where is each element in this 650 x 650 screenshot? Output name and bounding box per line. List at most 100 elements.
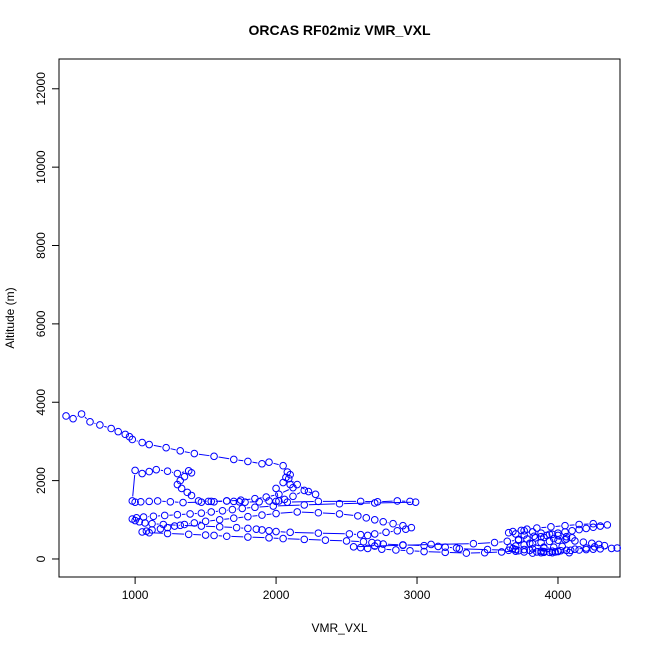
series-segment — [245, 498, 251, 501]
data-point — [575, 520, 583, 529]
data-point — [138, 528, 146, 536]
data-point — [190, 519, 199, 527]
data-point — [201, 517, 210, 526]
data-point — [204, 497, 213, 506]
data-point — [540, 547, 548, 556]
data-point — [177, 484, 186, 493]
data-point — [382, 528, 390, 537]
series-segment — [322, 532, 345, 535]
data-point — [62, 412, 70, 420]
series-segment — [294, 531, 314, 534]
data-point — [441, 548, 450, 557]
x-axis: 1000 2000 3000 4000 — [122, 577, 572, 602]
data-point — [265, 458, 273, 466]
data-point — [229, 455, 238, 464]
data-point — [613, 544, 621, 552]
data-point — [272, 509, 280, 518]
series-segment — [477, 542, 490, 544]
data-point — [377, 545, 386, 553]
data-point — [272, 527, 280, 536]
data-point — [427, 540, 435, 549]
data-point — [533, 524, 541, 532]
data-point — [356, 497, 365, 506]
data-point — [434, 542, 442, 551]
data-point — [180, 472, 189, 481]
y-tick-label: 6000 — [34, 310, 48, 337]
data-point — [342, 537, 351, 545]
data-point — [166, 497, 175, 506]
data-point — [162, 443, 170, 452]
data-point — [69, 414, 77, 423]
data-point — [540, 544, 548, 552]
data-point — [210, 531, 218, 540]
data-point — [314, 508, 323, 517]
y-tick-label: 12000 — [34, 72, 48, 106]
data-point — [128, 435, 137, 444]
data-point — [363, 544, 372, 553]
data-point — [370, 499, 379, 507]
series-segment — [252, 515, 258, 517]
data-point — [222, 532, 231, 541]
data-point — [393, 526, 402, 535]
data-point — [528, 539, 537, 548]
data-point — [197, 509, 206, 517]
series-segment — [344, 513, 354, 516]
data-point — [131, 466, 139, 475]
data-point — [406, 546, 414, 555]
data-point — [282, 473, 290, 482]
data-point — [228, 505, 237, 514]
data-point — [190, 449, 199, 458]
series-segment — [224, 518, 230, 520]
y-tick-label: 10000 — [34, 150, 48, 184]
series-segment — [132, 474, 136, 497]
data-point — [283, 498, 292, 506]
series-segment — [238, 516, 244, 519]
series-segment — [379, 501, 412, 504]
data-point — [107, 424, 115, 433]
data-point — [244, 457, 252, 466]
data-point — [197, 522, 206, 530]
data-point — [520, 541, 528, 549]
data-point — [173, 510, 182, 519]
data-point — [244, 524, 252, 533]
data-point — [589, 519, 598, 528]
data-point — [77, 410, 86, 418]
data-point — [141, 519, 149, 527]
data-point — [163, 467, 172, 476]
data-point — [407, 523, 416, 532]
data-point — [354, 512, 362, 520]
data-point — [279, 534, 287, 543]
series-segment — [292, 480, 294, 483]
data-point — [549, 543, 558, 552]
data-point — [304, 487, 313, 496]
data-point — [568, 534, 576, 542]
data-point — [252, 525, 261, 533]
data-point — [145, 528, 154, 537]
series-segment — [259, 505, 269, 508]
data-point — [238, 504, 247, 513]
data-point — [183, 488, 192, 497]
data-point — [258, 511, 266, 519]
data-point — [359, 537, 368, 546]
data-point — [370, 542, 379, 550]
data-point — [258, 459, 266, 468]
data-point — [571, 545, 579, 553]
data-point — [237, 496, 245, 505]
data-point — [138, 438, 146, 447]
data-point — [469, 539, 478, 548]
data-point — [131, 498, 139, 506]
data-point — [548, 530, 557, 539]
data-point — [379, 517, 387, 526]
data-point — [300, 535, 309, 544]
series-segment — [308, 503, 335, 506]
data-point — [393, 497, 402, 505]
data-point — [392, 546, 400, 554]
series-segment — [104, 425, 107, 428]
data-point — [145, 440, 154, 449]
data-point — [607, 544, 616, 553]
data-point — [300, 501, 309, 509]
data-point — [121, 430, 130, 439]
data-point — [562, 535, 571, 543]
data-point — [207, 508, 216, 516]
data-point — [548, 547, 557, 555]
